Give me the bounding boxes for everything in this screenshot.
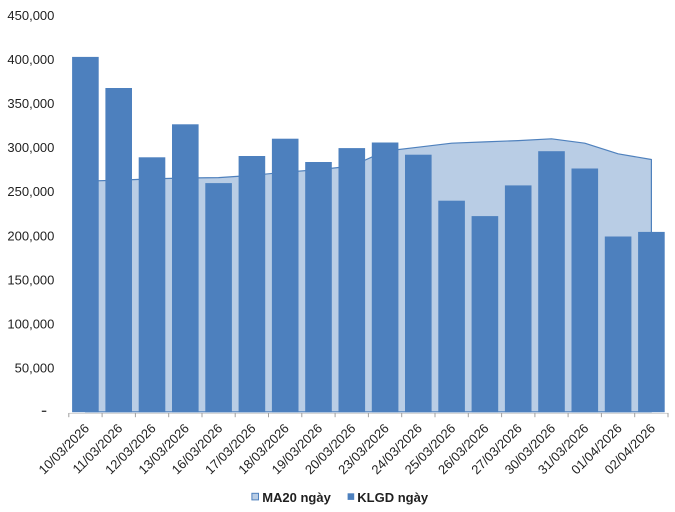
svg-text:150,000: 150,000 bbox=[7, 272, 54, 287]
svg-text:300,000: 300,000 bbox=[7, 140, 54, 155]
svg-text:50,000: 50,000 bbox=[15, 360, 55, 375]
svg-text:200,000: 200,000 bbox=[7, 228, 54, 243]
svg-text:400,000: 400,000 bbox=[7, 52, 54, 67]
svg-text:350,000: 350,000 bbox=[7, 96, 54, 111]
svg-text:KLGD ngày: KLGD ngày bbox=[357, 490, 429, 505]
svg-text:MA20 ngày: MA20 ngày bbox=[262, 490, 331, 505]
svg-text:250,000: 250,000 bbox=[7, 184, 54, 199]
svg-text:100,000: 100,000 bbox=[7, 316, 54, 331]
svg-text:450,000: 450,000 bbox=[7, 8, 54, 23]
